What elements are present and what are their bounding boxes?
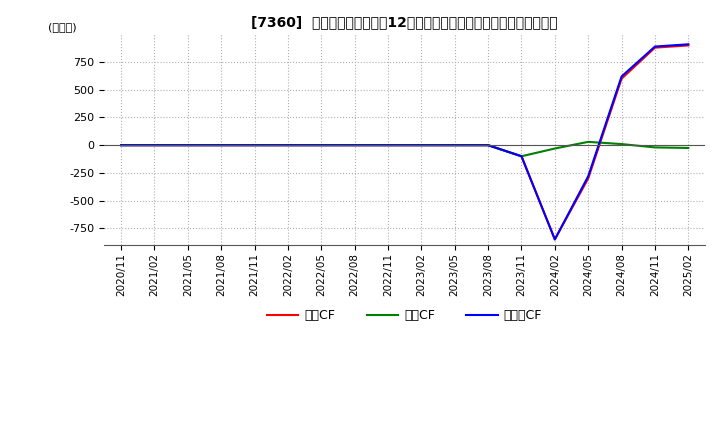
フリーCF xyxy=(517,154,526,159)
営業CF xyxy=(551,237,559,242)
投資CF xyxy=(651,145,660,150)
投資CF xyxy=(551,146,559,151)
投資CF xyxy=(384,143,392,148)
投資CF xyxy=(150,143,158,148)
フリーCF xyxy=(317,143,325,148)
営業CF xyxy=(251,143,259,148)
フリーCF xyxy=(551,237,559,242)
フリーCF xyxy=(351,143,359,148)
フリーCF xyxy=(484,143,492,148)
投資CF xyxy=(684,145,693,150)
営業CF xyxy=(184,143,192,148)
フリーCF xyxy=(417,143,426,148)
投資CF xyxy=(184,143,192,148)
投資CF xyxy=(617,141,626,147)
投資CF xyxy=(317,143,325,148)
営業CF xyxy=(684,43,693,48)
投資CF xyxy=(217,143,225,148)
営業CF xyxy=(317,143,325,148)
フリーCF xyxy=(184,143,192,148)
フリーCF xyxy=(284,143,292,148)
フリーCF xyxy=(617,74,626,79)
投資CF xyxy=(284,143,292,148)
フリーCF xyxy=(217,143,225,148)
フリーCF xyxy=(684,42,693,47)
フリーCF xyxy=(251,143,259,148)
フリーCF xyxy=(584,174,593,179)
フリーCF xyxy=(651,44,660,49)
営業CF xyxy=(417,143,426,148)
営業CF xyxy=(584,176,593,181)
投資CF xyxy=(451,143,459,148)
営業CF xyxy=(217,143,225,148)
営業CF xyxy=(484,143,492,148)
営業CF xyxy=(517,154,526,159)
Legend: 営業CF, 投資CF, フリーCF: 営業CF, 投資CF, フリーCF xyxy=(262,304,547,327)
Line: フリーCF: フリーCF xyxy=(121,44,688,239)
フリーCF xyxy=(150,143,158,148)
フリーCF xyxy=(117,143,125,148)
投資CF xyxy=(484,143,492,148)
Title: [7360]  キャッシュフローの12か月移動合計の対前年同期増減額の推移: [7360] キャッシュフローの12か月移動合計の対前年同期増減額の推移 xyxy=(251,15,558,29)
営業CF xyxy=(451,143,459,148)
営業CF xyxy=(651,45,660,50)
Y-axis label: (百万円): (百万円) xyxy=(48,22,76,32)
フリーCF xyxy=(451,143,459,148)
営業CF xyxy=(117,143,125,148)
営業CF xyxy=(150,143,158,148)
投資CF xyxy=(351,143,359,148)
フリーCF xyxy=(384,143,392,148)
営業CF xyxy=(384,143,392,148)
投資CF xyxy=(584,139,593,144)
投資CF xyxy=(251,143,259,148)
Line: 投資CF: 投資CF xyxy=(121,142,688,156)
Line: 営業CF: 営業CF xyxy=(121,45,688,239)
営業CF xyxy=(617,76,626,81)
営業CF xyxy=(351,143,359,148)
投資CF xyxy=(417,143,426,148)
投資CF xyxy=(117,143,125,148)
営業CF xyxy=(284,143,292,148)
投資CF xyxy=(517,154,526,159)
